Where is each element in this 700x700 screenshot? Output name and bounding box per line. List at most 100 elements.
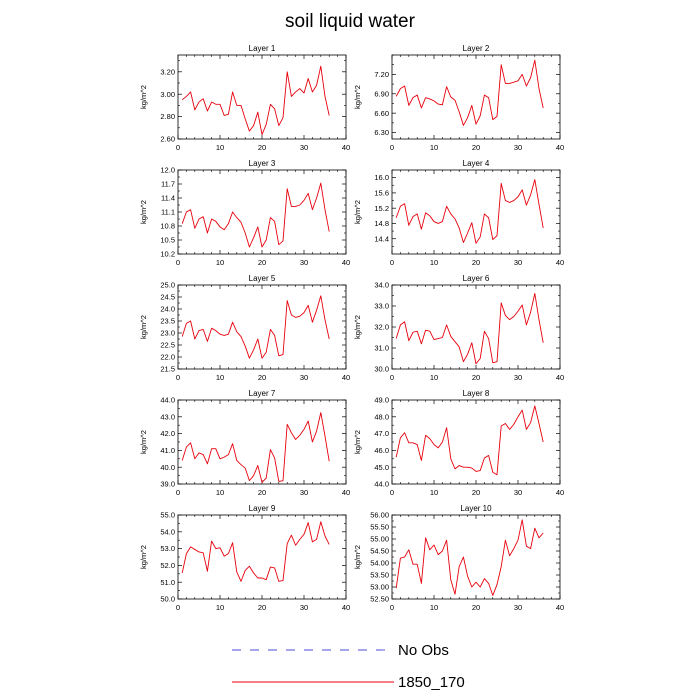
x-tick-label: 40 bbox=[556, 373, 564, 382]
y-tick-label: 14.8 bbox=[374, 219, 389, 228]
y-tick-label: 46.0 bbox=[374, 446, 389, 455]
y-tick-label: 48.0 bbox=[374, 412, 389, 421]
x-tick-label: 10 bbox=[430, 603, 438, 612]
legend-label-1850-170: 1850_170 bbox=[398, 674, 465, 691]
series-line-1850-170 bbox=[181, 295, 330, 359]
x-tick-label: 10 bbox=[430, 373, 438, 382]
y-tick-label: 52.50 bbox=[370, 595, 389, 604]
panel-title: Layer 6 bbox=[463, 274, 490, 283]
y-tick-label: 31.0 bbox=[374, 344, 389, 353]
y-tick-label: 53.00 bbox=[370, 583, 389, 592]
x-tick-label: 0 bbox=[390, 488, 394, 497]
y-tick-label: 23.0 bbox=[160, 329, 175, 338]
y-tick-label: 21.5 bbox=[160, 365, 175, 374]
y-tick-label: 16.0 bbox=[374, 173, 389, 182]
y-axis-label: kg/m^2 bbox=[353, 315, 362, 339]
panel-title: Layer 7 bbox=[249, 389, 276, 398]
x-tick-label: 30 bbox=[514, 258, 522, 267]
figure-title: soil liquid water bbox=[285, 11, 416, 32]
x-tick-label: 10 bbox=[216, 603, 224, 612]
x-tick-label: 0 bbox=[176, 603, 180, 612]
y-tick-label: 53.50 bbox=[370, 571, 389, 580]
x-tick-label: 10 bbox=[430, 258, 438, 267]
y-tick-label: 34.0 bbox=[374, 281, 389, 290]
series-line-1850-170 bbox=[395, 179, 544, 244]
plot-frame bbox=[177, 514, 347, 600]
y-tick-label: 2.60 bbox=[160, 135, 175, 144]
x-tick-label: 0 bbox=[390, 603, 394, 612]
x-tick-label: 30 bbox=[514, 488, 522, 497]
x-tick-label: 0 bbox=[176, 143, 180, 152]
series-line-1850-170 bbox=[395, 59, 544, 126]
x-tick-label: 30 bbox=[300, 373, 308, 382]
panel-layer-8: Layer 8 0 10 20 30 40 44.0 45.0 46.0 47.0 48.0 49.0… bbox=[353, 389, 564, 497]
panels: Layer 10 10 20 30 402.602.803.003.20kg/m^2La… bbox=[139, 44, 564, 612]
x-tick-label: 10 bbox=[216, 258, 224, 267]
panel-title: Layer 3 bbox=[249, 159, 276, 168]
panel-layer-10: Layer 10 0 10 20 30 40 52.50 53.00 53.50 54.00 54.… bbox=[353, 504, 564, 612]
x-tick-label: 20 bbox=[258, 143, 266, 152]
x-tick-label: 10 bbox=[430, 488, 438, 497]
x-tick-label: 40 bbox=[342, 488, 350, 497]
x-tick-label: 40 bbox=[556, 603, 564, 612]
y-tick-label: 25.0 bbox=[160, 281, 175, 290]
x-tick-label: 0 bbox=[390, 143, 394, 152]
y-tick-label: 6.30 bbox=[374, 128, 389, 137]
y-tick-label: 44.0 bbox=[374, 480, 389, 489]
y-tick-label: 15.6 bbox=[374, 189, 389, 198]
x-tick-label: 0 bbox=[176, 488, 180, 497]
y-tick-label: 44.0 bbox=[160, 396, 175, 405]
x-tick-label: 20 bbox=[258, 488, 266, 497]
panel-layer-2: Layer 2 0 10 20 30 40 6.30 6.60 6.90 7.20 kg/m^2 bbox=[353, 44, 564, 152]
y-tick-label: 53.0 bbox=[160, 544, 175, 553]
y-axis-label: kg/m^2 bbox=[139, 315, 148, 339]
x-tick-label: 20 bbox=[472, 143, 480, 152]
y-axis-label: kg/m^2 bbox=[139, 545, 148, 569]
y-axis-label: kg/m^2 bbox=[353, 430, 362, 454]
y-tick-label: 49.0 bbox=[374, 396, 389, 405]
y-tick-label: 23.5 bbox=[160, 317, 175, 326]
x-tick-label: 30 bbox=[300, 258, 308, 267]
panel-title: Layer 4 bbox=[463, 159, 490, 168]
series-line-1850-170 bbox=[181, 521, 330, 582]
y-tick-label: 54.0 bbox=[160, 527, 175, 536]
y-tick-label: 56.00 bbox=[370, 511, 389, 520]
y-tick-label: 39.0 bbox=[160, 480, 175, 489]
x-tick-label: 30 bbox=[514, 373, 522, 382]
y-tick-label: 7.20 bbox=[374, 70, 389, 79]
y-tick-label: 2.80 bbox=[160, 112, 175, 121]
y-tick-label: 43.0 bbox=[160, 412, 175, 421]
y-tick-label: 40.0 bbox=[160, 463, 175, 472]
x-tick-label: 0 bbox=[390, 258, 394, 267]
y-tick-label: 54.50 bbox=[370, 547, 389, 556]
y-tick-label: 54.00 bbox=[370, 559, 389, 568]
legend: No Obs 1850_170 bbox=[232, 642, 465, 691]
y-tick-label: 24.5 bbox=[160, 293, 175, 302]
panel-layer-4: Layer 4 0 10 20 30 40 14.4 14.8 15.2 15.6 16.0 kg/m… bbox=[353, 159, 564, 267]
y-tick-label: 45.0 bbox=[374, 463, 389, 472]
series-line-1850-170 bbox=[181, 412, 330, 483]
x-tick-label: 40 bbox=[342, 373, 350, 382]
y-tick-label: 30.0 bbox=[374, 365, 389, 374]
x-tick-label: 30 bbox=[300, 143, 308, 152]
y-tick-label: 3.20 bbox=[160, 67, 175, 76]
panel-layer-5: Layer 5 0 10 20 30 40 21.5 22.0 22.5 23.0 23.5 24.0… bbox=[139, 274, 350, 382]
x-tick-label: 0 bbox=[176, 258, 180, 267]
x-tick-label: 30 bbox=[514, 143, 522, 152]
x-tick-label: 20 bbox=[472, 603, 480, 612]
x-tick-label: 40 bbox=[342, 603, 350, 612]
x-tick-label: 20 bbox=[472, 488, 480, 497]
y-axis-label: kg/m^2 bbox=[139, 430, 148, 454]
x-tick-label: 40 bbox=[556, 488, 564, 497]
series-line-1850-170 bbox=[395, 519, 544, 596]
y-tick-label: 11.7 bbox=[161, 180, 175, 189]
panel-title: Layer 10 bbox=[460, 504, 492, 513]
x-tick-label: 40 bbox=[342, 258, 350, 267]
panel-layer-9: Layer 9 0 10 20 30 40 50.0 51.0 52.0 53.0 54.0 55.0… bbox=[139, 504, 350, 612]
y-tick-label: 55.0 bbox=[160, 511, 175, 520]
x-tick-label: 20 bbox=[472, 373, 480, 382]
y-axis-label: kg/m^2 bbox=[353, 545, 362, 569]
x-tick-label: 10 bbox=[216, 143, 224, 152]
x-tick-label: 10 bbox=[430, 143, 438, 152]
x-tick-label: 30 bbox=[514, 603, 522, 612]
